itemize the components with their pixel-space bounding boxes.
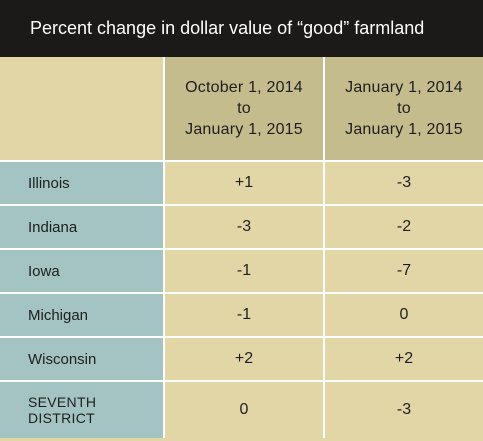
header-blank-cell [0, 57, 165, 162]
table-row: Wisconsin +2 +2 [0, 336, 483, 382]
column-header-line: October 1, 2014 [185, 79, 303, 96]
state-label: Michigan [0, 292, 165, 338]
state-label: Illinois [0, 160, 165, 206]
value-cell: 0 [323, 292, 483, 338]
column-header-jan2014-jan2015: January 1, 2014 to January 1, 2015 [323, 57, 483, 162]
value-cell: +2 [323, 336, 483, 382]
farmland-value-table: October 1, 2014 to January 1, 2015 Janua… [0, 57, 483, 438]
value-cell: -2 [323, 204, 483, 250]
value-cell: 0 [163, 380, 325, 438]
table-row: Michigan -1 0 [0, 292, 483, 338]
column-header-line: January 1, 2015 [185, 121, 303, 138]
state-label: Iowa [0, 248, 165, 294]
value-cell: +1 [163, 160, 325, 206]
value-cell: +2 [163, 336, 325, 382]
state-label: Indiana [0, 204, 165, 250]
state-label: Wisconsin [0, 336, 165, 382]
header-row: October 1, 2014 to January 1, 2015 Janua… [0, 57, 483, 162]
table-row: Indiana -3 -2 [0, 204, 483, 250]
district-label-line: DISTRICT [28, 410, 95, 426]
district-label: SEVENTH DISTRICT [0, 380, 165, 438]
district-label-line: SEVENTH [28, 394, 97, 410]
value-cell: -1 [163, 248, 325, 294]
value-cell: -3 [323, 160, 483, 206]
column-header-oct2014-jan2015: October 1, 2014 to January 1, 2015 [163, 57, 325, 162]
table-row: Iowa -1 -7 [0, 248, 483, 294]
column-header-line: to [397, 100, 411, 117]
column-header-line: January 1, 2014 [345, 79, 463, 96]
table-title: Percent change in dollar value of “good”… [0, 0, 483, 57]
column-header-line: January 1, 2015 [345, 121, 463, 138]
value-cell: -3 [163, 204, 325, 250]
value-cell: -1 [163, 292, 325, 338]
table-row-district: SEVENTH DISTRICT 0 -3 [0, 380, 483, 438]
table-row: Illinois +1 -3 [0, 160, 483, 206]
value-cell: -3 [323, 380, 483, 438]
column-header-line: to [237, 100, 251, 117]
value-cell: -7 [323, 248, 483, 294]
